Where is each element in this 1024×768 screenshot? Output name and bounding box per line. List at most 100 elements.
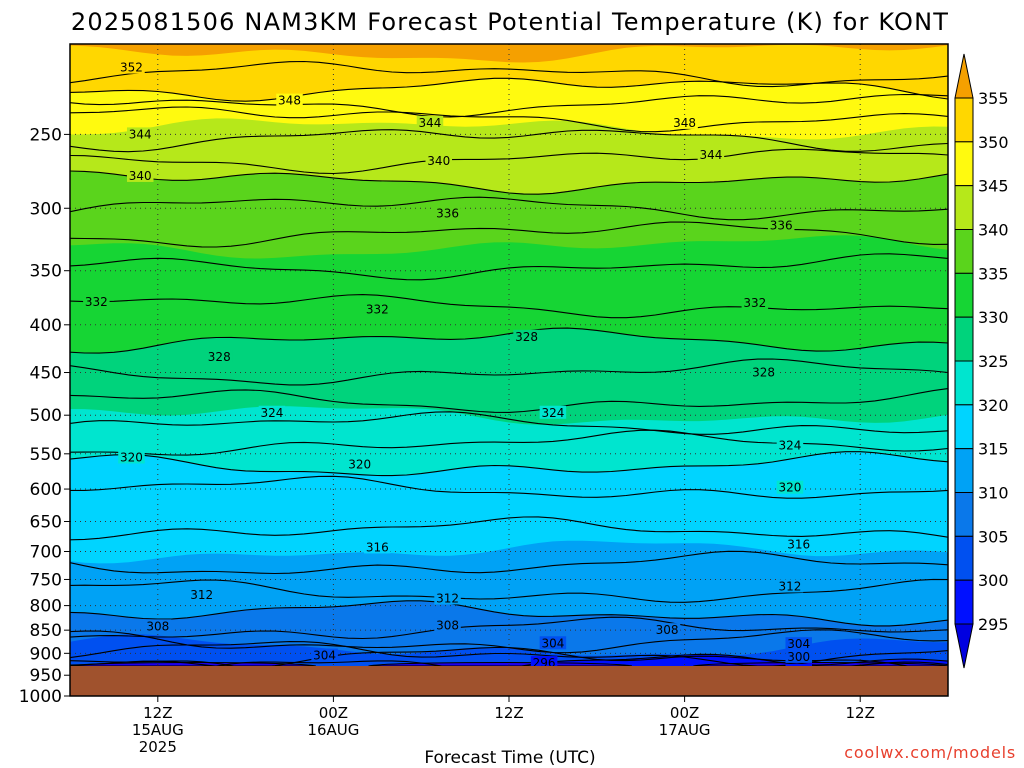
contour-label-text: 312 (779, 579, 802, 593)
contour-310 (70, 600, 948, 627)
contour-338 (70, 196, 948, 221)
contour-label: 332 (741, 295, 769, 310)
contour-318 (70, 475, 948, 499)
contour-label: 344 (126, 127, 154, 141)
y-axis: 250 300 350 400 450 500 550 600 650 700 750 800 850 9… (19, 125, 70, 707)
contour-308 (70, 616, 948, 640)
contour-label-text: 348 (673, 116, 696, 130)
colorbar-swatch (954, 535, 974, 581)
x-tick-label: 00Z (670, 704, 699, 722)
chart-title: 2025081506 NAM3KM Forecast Potential Tem… (71, 8, 949, 36)
y-tick-label: 250 (30, 125, 62, 145)
contour-label-bg (118, 60, 145, 74)
contour-label-text: 344 (699, 148, 722, 162)
colorbar-label: 320 (978, 396, 1009, 415)
contour-label-bg (434, 206, 461, 220)
contour-label: 316 (364, 540, 391, 554)
band-300 (521, 654, 948, 666)
colorbar-label: 315 (978, 440, 1009, 459)
contour-328 (70, 358, 948, 386)
contour-label-bg (416, 115, 444, 129)
colorbar-swatch (954, 272, 974, 318)
x-tick-label: 12Z (494, 704, 523, 722)
contour-label-text: 336 (436, 207, 459, 221)
contour-label-bg (530, 656, 558, 670)
contour-330 (70, 327, 948, 354)
contour-label-text: 308 (656, 623, 679, 637)
colorbar-label: 340 (978, 221, 1009, 240)
contour-label-bg (126, 168, 154, 182)
colorbar-swatch (954, 141, 974, 187)
contour-342 (70, 148, 948, 175)
contour-label: 344 (697, 147, 725, 162)
contour-label-bg (539, 405, 567, 419)
contour-336 (70, 221, 948, 248)
contour-label-text: 328 (208, 350, 231, 364)
contour-316 (70, 516, 948, 541)
contour-label-bg (767, 218, 795, 232)
contour-label: 336 (767, 218, 795, 232)
y-tick-label: 900 (30, 644, 62, 664)
contour-label: 348 (671, 115, 698, 130)
y-tick-label: 700 (30, 543, 62, 563)
colorbar: 295 300 305 310 315 320 325 330 335 340 345 350 355 (954, 53, 1009, 669)
contour-352 (70, 60, 948, 88)
contour-label: 328 (206, 349, 233, 364)
contour-344 (70, 129, 948, 153)
y-tick-label: 1000 (19, 687, 62, 707)
contour-label-bg (776, 480, 804, 494)
contour-304 (70, 641, 948, 666)
colorbar-arrow-bottom (954, 623, 974, 669)
contour-label-text: 332 (743, 296, 766, 310)
contour-label: 336 (434, 206, 461, 221)
colorbar-swatch (954, 97, 974, 143)
contour-label-text: 324 (260, 406, 283, 420)
contour-label-bg (513, 329, 540, 343)
contour-label-bg (364, 302, 391, 316)
x-tick-label: 00Z (319, 704, 348, 722)
y-tick-label: 600 (30, 480, 62, 500)
contour-label: 304 (539, 636, 567, 650)
contour-334 (70, 253, 948, 281)
contour-label-bg (750, 365, 777, 379)
cold-pocket (693, 662, 948, 666)
contour-label-bg (776, 438, 804, 452)
contour-label: 328 (513, 329, 540, 344)
contour-label-text: 320 (779, 481, 802, 495)
contour-label-text: 344 (129, 127, 152, 141)
contour-label: 320 (118, 450, 145, 464)
contour-label-bg (364, 540, 391, 554)
contour-label: 320 (776, 480, 804, 495)
contour-label-text: 332 (366, 302, 389, 316)
contour-label-bg (785, 537, 812, 551)
colorbar-swatch (954, 316, 974, 362)
colorbar-label: 330 (978, 308, 1009, 327)
contour-label-bg (83, 294, 110, 308)
y-tick-label: 500 (30, 406, 62, 426)
contour-298 (70, 660, 948, 666)
contour-label-text: 348 (278, 94, 301, 108)
contour-label-text: 304 (787, 637, 810, 651)
colorbar-swatch (954, 492, 974, 537)
contour-label-text: 308 (436, 618, 459, 632)
contour-label-bg (276, 93, 303, 107)
colorbar-label: 300 (978, 571, 1009, 590)
contour-label-bg (434, 618, 461, 632)
colorbar-swatch (954, 579, 974, 625)
contour-label-bg (671, 115, 698, 129)
colorbar-swatch (954, 360, 974, 406)
contour-label: 324 (776, 438, 804, 453)
contour-326 (70, 388, 948, 413)
contour-label: 320 (346, 457, 373, 472)
contour-label-text: 340 (427, 154, 450, 168)
contour-label-bg (126, 127, 154, 141)
contour-320 (70, 451, 948, 477)
y-tick-label: 400 (30, 316, 62, 336)
contour-340 (70, 170, 948, 195)
contour-label-text: 336 (770, 218, 793, 232)
x-tick-label: 2025 (139, 738, 177, 756)
contour-label-text: 316 (366, 540, 389, 554)
contour-label-text: 304 (313, 649, 336, 663)
x-tick-label: 12Z (846, 704, 875, 722)
contour-label-bg (776, 579, 804, 593)
